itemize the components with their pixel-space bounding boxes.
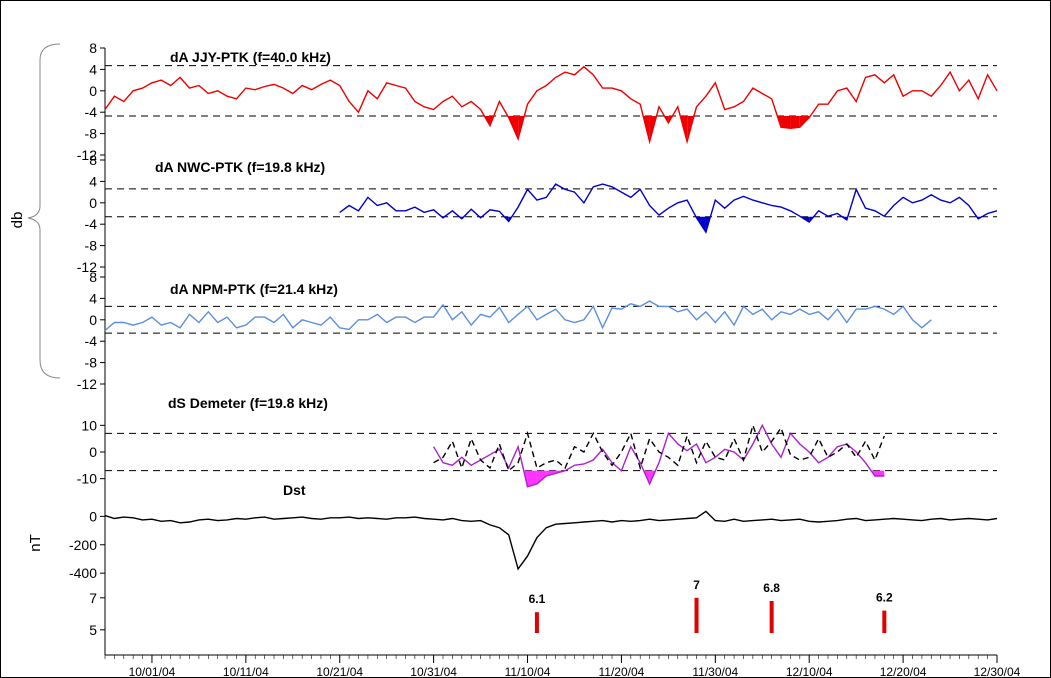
y-tick-label: -4 [85, 333, 98, 349]
panel-title-jjy: dA JJY-PTK (f=40.0 kHz) [170, 49, 331, 65]
brace-db [27, 43, 61, 379]
x-tick-label: 12/20/04 [880, 665, 927, 678]
earthquake-magnitude-label: 7 [693, 578, 700, 592]
earthquake-bar [534, 612, 539, 633]
panel-title-nwc: dA NWC-PTK (f=19.8 kHz) [155, 159, 325, 175]
earthquake-bar [882, 610, 887, 633]
y-tick-label: 0 [89, 312, 97, 328]
earthquake-magnitude-label: 6.1 [529, 592, 546, 606]
y-axis-label-nt: nT [27, 534, 44, 552]
y-tick-label: 4 [89, 61, 97, 77]
y-tick-label: 7 [89, 590, 97, 606]
earthquake-magnitude-label: 6.2 [876, 591, 893, 605]
y-tick-label: -12 [77, 147, 97, 163]
series-line-jjy [104, 65, 998, 145]
anomaly-fill-demeter [874, 470, 885, 476]
earthquake-bar [694, 597, 699, 633]
y-tick-label: 5 [89, 622, 97, 638]
x-tick-label: 11/10/04 [505, 665, 551, 678]
x-tick-label: 10/31/04 [410, 665, 457, 678]
y-axis-label-db: db [9, 212, 26, 229]
y-tick-label: 4 [89, 290, 97, 306]
panel-title-demeter: dS Demeter (f=19.8 kHz) [168, 395, 328, 411]
earthquake-bar [769, 601, 774, 633]
x-tick-label: 12/10/04 [786, 665, 833, 678]
earthquake-magnitude-label: 6.8 [763, 581, 780, 595]
x-tick-label: 11/30/04 [692, 665, 738, 678]
y-tick-label: 0 [89, 83, 97, 99]
y-tick-label: 8 [89, 269, 97, 285]
anomaly-fill-jjy [790, 115, 800, 129]
y-tick-label: 0 [89, 508, 97, 524]
series-line-dst [104, 510, 998, 571]
y-tick-label: 10 [81, 417, 97, 433]
anomaly-fill-jjy [781, 115, 791, 129]
y-tick-label: -4 [85, 104, 98, 120]
y-tick-label: 8 [89, 152, 97, 168]
anomaly-fill-demeter [536, 470, 547, 484]
x-tick-label: 12/30/04 [974, 665, 1021, 678]
anomaly-fill-demeter [527, 470, 537, 487]
y-tick-label: -8 [85, 238, 98, 254]
series-line-npm [104, 300, 932, 332]
x-tick-label: 10/11/04 [223, 665, 269, 678]
x-tick-label: 10/01/04 [129, 665, 176, 678]
y-tick-label: -12 [77, 259, 97, 275]
x-tick-label: 11/20/04 [599, 665, 645, 678]
y-tick-label: 8 [89, 40, 97, 56]
y-tick-label: 0 [89, 195, 97, 211]
panel-title-dst: Dst [283, 482, 306, 498]
y-tick-label: 4 [89, 173, 97, 189]
y-tick-label: -200 [69, 537, 97, 553]
y-tick-label: -4 [85, 216, 98, 232]
y-tick-label: 0 [89, 444, 97, 460]
y-tick-label: -10 [77, 471, 97, 487]
panel-title-npm: dA NPM-PTK (f=21.4 kHz) [170, 281, 338, 297]
y-tick-label: -400 [69, 565, 97, 581]
y-tick-label: -8 [85, 355, 98, 371]
x-tick-label: 10/21/04 [316, 665, 363, 678]
y-tick-label: -8 [85, 126, 98, 142]
series-line-demeter-0 [432, 423, 885, 488]
y-tick-label: -12 [77, 376, 97, 392]
